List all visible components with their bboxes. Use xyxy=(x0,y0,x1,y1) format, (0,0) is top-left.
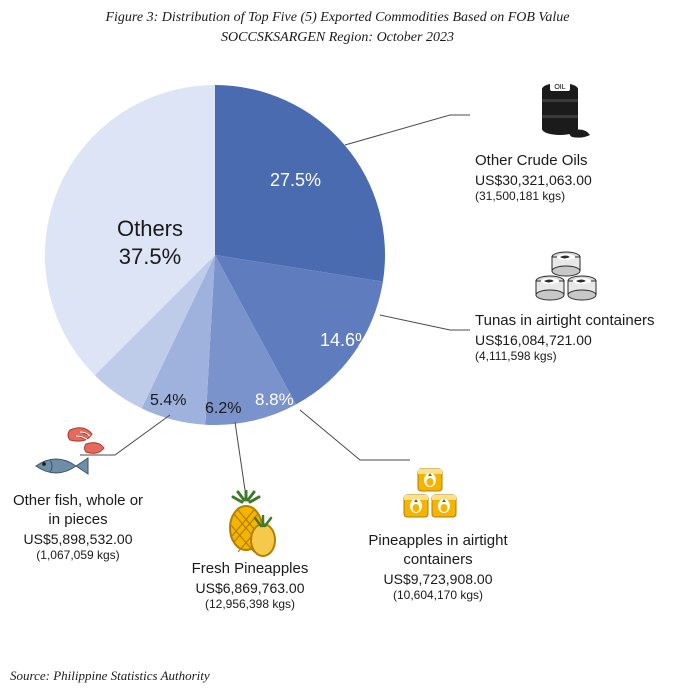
callout-name: Pineapples in airtight containers xyxy=(358,532,518,570)
callout-crude-oils: Other Crude Oils US$30,321,063.00 (31,50… xyxy=(475,152,592,205)
title-line-2: SOCCSKSARGEN Region: October 2023 xyxy=(0,28,675,48)
callout-other-fish: Other fish, whole or in pieces US$5,898,… xyxy=(8,492,148,563)
callout-name: Fresh Pineapples xyxy=(180,560,320,579)
svg-text:OIL: OIL xyxy=(554,84,565,91)
callout-value: US$30,321,063.00 xyxy=(475,171,592,189)
callout-name: Other Crude Oils xyxy=(475,152,592,171)
figure-container: Figure 3: Distribution of Top Five (5) E… xyxy=(0,0,675,692)
pie-svg xyxy=(45,85,385,425)
callout-fresh-pineapples: Fresh Pineapples US$6,869,763.00 (12,956… xyxy=(180,560,320,613)
leader-tunas xyxy=(380,315,470,330)
oil-barrel-icon: OIL xyxy=(530,75,600,145)
callout-pineapple-cans: Pineapples in airtight containers US$9,7… xyxy=(358,532,518,603)
callout-name: Tunas in airtight containers xyxy=(475,312,665,331)
callout-weight: (4,111,598 kgs) xyxy=(475,349,665,365)
callout-weight: (12,956,398 kgs) xyxy=(180,597,320,613)
chart-title: Figure 3: Distribution of Top Five (5) E… xyxy=(0,8,675,47)
title-line-1: Figure 3: Distribution of Top Five (5) E… xyxy=(0,8,675,28)
callout-weight: (1,067,059 kgs) xyxy=(8,548,148,564)
tuna-cans-icon xyxy=(530,245,602,305)
callout-weight: (10,604,170 kgs) xyxy=(358,588,518,604)
pineapple-cans-icon xyxy=(395,463,465,525)
pie-chart xyxy=(45,85,385,425)
callout-tunas: Tunas in airtight containers US$16,084,7… xyxy=(475,312,665,365)
leader-fresh-pineapples xyxy=(235,422,245,490)
pineapple-icon xyxy=(216,490,276,560)
source-text: Source: Philippine Statistics Authority xyxy=(10,668,210,684)
fish-icon xyxy=(30,420,110,484)
callout-value: US$5,898,532.00 xyxy=(8,530,148,548)
callout-value: US$6,869,763.00 xyxy=(180,579,320,597)
callout-value: US$16,084,721.00 xyxy=(475,331,665,349)
callout-value: US$9,723,908.00 xyxy=(358,570,518,588)
callout-weight: (31,500,181 kgs) xyxy=(475,189,592,205)
pie-slice-crude_oils xyxy=(215,85,385,282)
callout-name: Other fish, whole or in pieces xyxy=(8,492,148,530)
